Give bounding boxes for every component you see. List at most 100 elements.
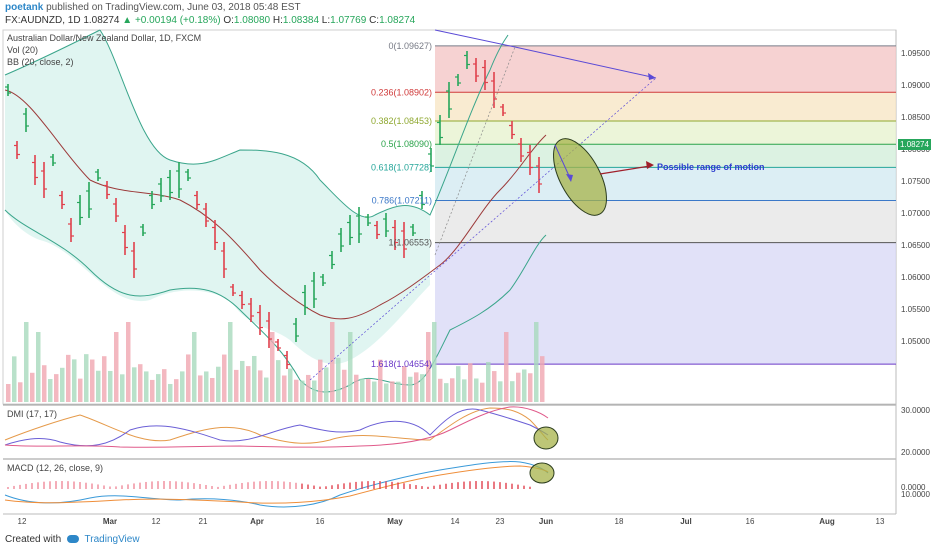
volume-bar — [60, 367, 65, 402]
time-axis-tick: 16 — [745, 517, 755, 526]
volume-bar — [186, 354, 191, 402]
volume-bar — [432, 322, 437, 402]
author-link[interactable]: poetank — [5, 2, 44, 13]
time-axis-tick: May — [387, 517, 403, 526]
volume-bar — [72, 359, 77, 402]
volume-bar — [102, 356, 107, 402]
time-axis-tick: 14 — [450, 517, 460, 526]
fib-level-label: 0.236(1.08902) — [371, 87, 432, 97]
volume-bar — [330, 322, 335, 402]
annotation-arrow[interactable] — [599, 165, 651, 175]
volume-bar — [522, 369, 527, 402]
fib-level-label: 1.618(1.04654) — [371, 359, 432, 369]
volume-bar — [510, 381, 515, 402]
volume-bar — [198, 375, 203, 402]
volume-bar — [96, 370, 101, 402]
volume-bar — [450, 378, 455, 402]
volume-bar — [204, 371, 209, 402]
fib-zone — [435, 167, 896, 201]
time-axis-tick: 12 — [17, 517, 27, 526]
volume-bar — [354, 374, 359, 402]
dmi-lines — [4, 406, 549, 448]
price-axis-tick: 1.08500 — [901, 113, 930, 122]
volume-bar — [222, 354, 227, 402]
volume-legend[interactable]: Vol (20) — [7, 45, 39, 55]
macd-ellipse[interactable] — [529, 462, 555, 484]
bb-upper — [4, 29, 101, 76]
time-axis-tick: Mar — [102, 517, 118, 526]
volume-bar — [390, 381, 395, 402]
fib-zone — [435, 200, 896, 243]
range-ellipse[interactable] — [543, 131, 618, 224]
footer: Created with TradingView — [5, 534, 140, 545]
motion-arrow[interactable] — [554, 144, 571, 179]
volume-bar — [468, 363, 473, 402]
trend-line-top[interactable] — [434, 29, 516, 48]
volume-bar — [324, 367, 329, 402]
volume-bar — [234, 369, 239, 402]
chart-title: Australian Dollar/New Zealand Dollar, 1D… — [7, 33, 202, 43]
bb-upper-2 — [99, 29, 509, 218]
volume-bar — [420, 374, 425, 402]
volume-bar — [264, 377, 269, 402]
dmi-ellipse[interactable] — [533, 426, 559, 450]
symbol-info: FX:AUDNZD, 1D 1.08274 ▲ +0.00194 (+0.18%… — [5, 15, 415, 26]
fibonacci-zones — [435, 45, 896, 365]
volume-bar — [504, 332, 509, 402]
price-axis-tick: 1.09000 — [901, 81, 930, 90]
symbol-label[interactable]: FX:AUDNZD, 1D — [5, 15, 81, 26]
volume-bar — [396, 381, 401, 402]
ohlc-bars — [5, 51, 542, 369]
macd-axis-tick: 0.0000 — [901, 483, 926, 492]
volume-bar — [30, 372, 35, 402]
fibonacci-labels: 0(1.09627) 0.236(1.08902) 0.382(1.08453) 0.… — [371, 41, 432, 369]
volume-bar — [42, 365, 47, 402]
volume-bar — [438, 378, 443, 402]
macd-lines — [4, 461, 549, 508]
volume-bar — [360, 378, 365, 402]
trend-line-arrowhead — [648, 73, 656, 80]
high-value: 1.08384 — [282, 15, 320, 26]
volume-bar — [366, 378, 371, 402]
macd-label[interactable]: MACD (12, 26, close, 9) — [7, 463, 104, 473]
price-change: ▲ +0.00194 (+0.18%) — [122, 15, 221, 26]
close-label: C: — [369, 15, 380, 26]
low-label: L: — [321, 15, 331, 26]
time-axis-tick: Jul — [680, 517, 692, 526]
volume-bar — [528, 373, 533, 402]
bb-fill — [5, 30, 430, 364]
volume-bars — [6, 322, 545, 402]
volume-bar — [288, 368, 293, 402]
fib-zone — [435, 242, 896, 365]
fib-level-label: 0.786(1.07211) — [372, 195, 432, 205]
volume-bar — [114, 332, 119, 402]
fib-zone — [435, 92, 896, 122]
signal-line — [4, 465, 549, 504]
fib-level-label: 0.5(1.08090) — [381, 139, 432, 149]
dotted-trend-line[interactable] — [309, 77, 657, 381]
bb-legend[interactable]: BB (20, close, 2) — [7, 57, 74, 67]
tradingview-link[interactable]: TradingView — [84, 534, 140, 545]
volume-bar — [336, 357, 341, 402]
volume-bar — [294, 379, 299, 402]
volume-bar — [126, 322, 131, 402]
fib-base-line[interactable] — [434, 46, 516, 256]
volume-bar — [24, 322, 29, 402]
volume-bar — [276, 360, 281, 402]
volume-bar — [402, 366, 407, 402]
volume-bar — [516, 372, 521, 402]
time-axis-tick: 23 — [495, 517, 505, 526]
volume-bar — [372, 381, 377, 402]
price-axis-tick: 1.05500 — [901, 305, 930, 314]
range-annotation[interactable]: Possible range of motion — [657, 162, 765, 172]
volume-bar — [474, 378, 479, 402]
volume-bar — [210, 377, 215, 402]
last-price: 1.08274 — [83, 15, 120, 26]
dmi-label[interactable]: DMI (17, 17) — [7, 409, 58, 419]
volume-bar — [414, 372, 419, 402]
trend-line-projection[interactable] — [514, 46, 657, 79]
volume-bar — [306, 374, 311, 402]
price-axis-tick: 1.07500 — [901, 177, 930, 186]
time-axis-tick: Aug — [819, 517, 835, 526]
